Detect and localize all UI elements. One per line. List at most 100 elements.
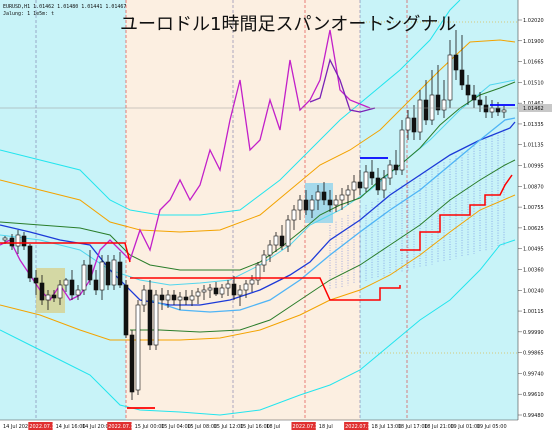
candle-body (135, 304, 141, 391)
candle-body (153, 294, 159, 346)
time-label-highlight: 2022.07.18 00:00 (292, 424, 337, 430)
candle-body (183, 296, 189, 301)
candle-body (63, 279, 69, 286)
candle-body (477, 99, 483, 106)
lower-outer-band (0, 239, 516, 416)
candle-body (93, 279, 99, 291)
price-label: 1.02020 (523, 18, 544, 24)
tenkan-line (0, 121, 516, 306)
candle-body (363, 171, 369, 189)
candle-body (33, 277, 39, 284)
price-label: 1.00495 (523, 247, 544, 253)
red-resistance (0, 242, 131, 263)
candle-body (69, 279, 75, 296)
time-label: 14 Jul 2022 (3, 424, 31, 430)
candle-body (381, 177, 387, 191)
candle-body (189, 295, 195, 301)
time-label: 14 Jul 16:00 (56, 424, 86, 430)
signal-lines (0, 104, 515, 409)
candle-body (399, 129, 405, 171)
candle-body (411, 117, 417, 133)
current-price-label: 1.01462 (523, 106, 544, 112)
red-support (130, 277, 401, 301)
time-label: 15 Jul 00:00 (135, 424, 165, 430)
kijun-line (0, 81, 516, 271)
candle-body (315, 191, 321, 201)
time-axis-bg (0, 420, 552, 435)
candle-body (129, 334, 135, 393)
candle-body (177, 296, 183, 301)
candle-body (111, 259, 117, 286)
time-label: 15 Jul 08:00 (187, 424, 217, 430)
time-label-highlight: 2022.07.14 09:00 (29, 424, 74, 430)
price-label: 1.01665 (523, 60, 544, 66)
price-label: 0.99610 (523, 392, 544, 398)
senkou-line (130, 159, 516, 333)
candle-body (201, 289, 207, 293)
candle-body (81, 264, 87, 291)
candle-body (489, 107, 495, 113)
price-label: 1.00240 (523, 288, 544, 294)
candle-body (417, 99, 423, 133)
candle-body (267, 244, 273, 256)
chart-title: ユーロドル1時間足スパンオートシグナル (120, 14, 456, 35)
candle-body (9, 237, 15, 247)
candle-body (273, 235, 279, 246)
price-label: 1.01510 (523, 80, 544, 86)
candle-body (231, 283, 237, 296)
price-axis-bg (518, 0, 552, 420)
price-label: 1.00755 (523, 205, 544, 211)
time-highlight-bg (344, 422, 369, 430)
inner-blue-band (149, 117, 516, 313)
zone-cyan-right (360, 0, 518, 420)
time-label: 19 Jul 05:00 (477, 424, 507, 430)
candle-body (345, 189, 351, 196)
candle-body (2, 237, 8, 241)
indicator-info: Jalung: 1 1e5m: t (3, 11, 54, 17)
candle-body (165, 294, 171, 301)
time-label: 18 Jul (266, 424, 280, 430)
candle-body (39, 282, 45, 301)
candle-body (435, 94, 441, 111)
price-label: 1.00115 (523, 309, 544, 315)
price-axis: 1.02020 1.01900 1.01665 1.01510 1.01462 1.013… (518, 18, 552, 419)
candle-body (57, 284, 63, 299)
price-label: 1.01900 (523, 39, 544, 45)
candle-body (237, 289, 243, 296)
candle-body (339, 194, 345, 201)
candle-body (75, 289, 81, 296)
time-highlight-bg (107, 422, 132, 430)
red-support-2 (400, 174, 513, 251)
candle-body (207, 287, 213, 291)
candle-body (297, 199, 303, 211)
current-price-label-bg (518, 104, 552, 112)
time-label: 18 Jul 17:00 (398, 424, 428, 430)
candle-body (87, 264, 93, 281)
candle-body (465, 84, 471, 96)
candle-body (123, 284, 129, 336)
candle-body (27, 245, 33, 279)
candle-body (393, 164, 399, 171)
upper-inner-band (0, 79, 516, 286)
price-label: 1.00870 (523, 184, 544, 190)
candle-body (15, 234, 21, 247)
zone-cyan-left (0, 0, 126, 420)
price-label: 0.99480 (523, 413, 544, 419)
time-highlight-bg (291, 422, 316, 430)
symbol-info: EURUSD,H1 1.01462 1.01480 1.01441 1.0146… (3, 4, 126, 10)
candle-body (405, 117, 411, 131)
time-highlight-bg (28, 422, 53, 430)
candle-body (45, 294, 51, 301)
candle-body (261, 254, 267, 266)
price-label: 1.00625 (523, 226, 544, 232)
candle-body (459, 69, 465, 86)
candle-body (279, 235, 285, 247)
candle-body (213, 287, 219, 295)
time-label: 18 Jul 13:00 (371, 424, 401, 430)
price-label: 0.99990 (523, 330, 544, 336)
price-label: 0.99865 (523, 351, 544, 357)
candle-body (375, 177, 381, 191)
candle-body (387, 164, 393, 179)
